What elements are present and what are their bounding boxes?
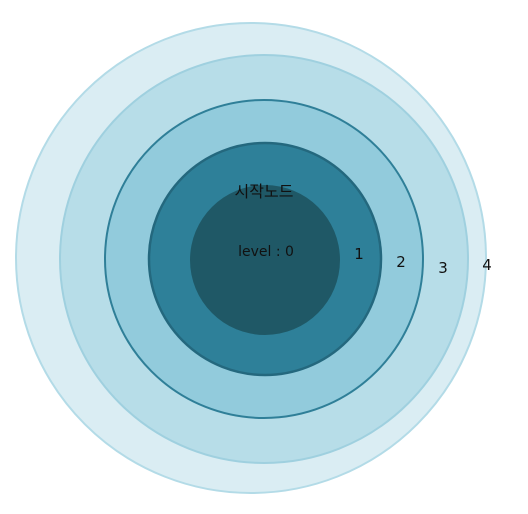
start-node-label: 시작노드: [235, 182, 294, 201]
center-level-label: level : 0: [238, 244, 294, 260]
start-node-circle: [190, 185, 340, 335]
ring-label-3: 3: [438, 259, 448, 277]
ring-label-4: 4: [482, 256, 492, 274]
ring-label-1: 1: [354, 245, 364, 263]
ring-label-2: 2: [396, 253, 406, 271]
